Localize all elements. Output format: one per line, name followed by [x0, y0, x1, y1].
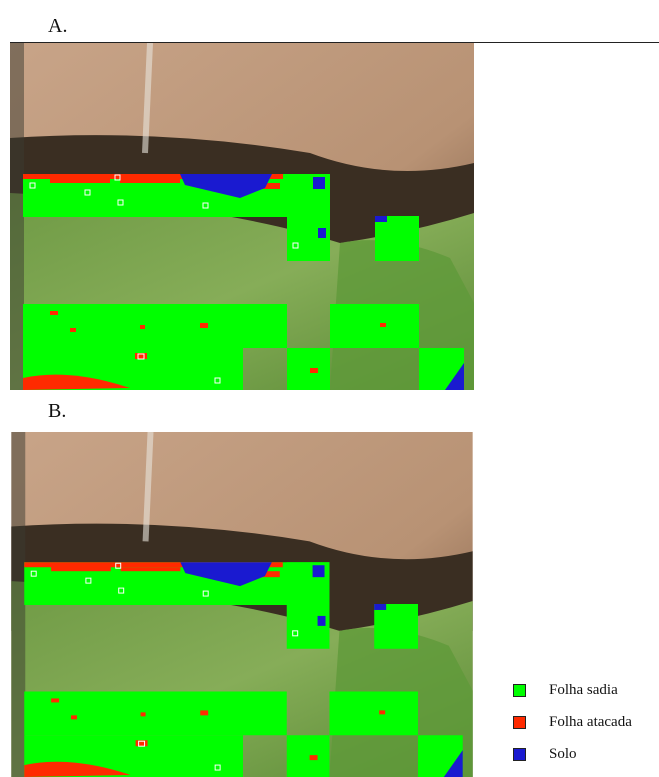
legend-entry: Solo [513, 746, 577, 763]
panel-label: B. [48, 400, 66, 423]
legend-entry: Folha sadia [513, 682, 618, 699]
photo-b [10, 432, 474, 777]
legend-entry: Folha atacada [513, 714, 632, 731]
legend-label: Solo [549, 746, 577, 763]
legend-swatch [513, 748, 526, 761]
legend-label: Folha atacada [549, 714, 632, 731]
legend-swatch [513, 716, 526, 729]
figure: A. B. Folha sadia Folha atacada Solo [0, 0, 659, 777]
legend-label: Folha sadia [549, 682, 618, 699]
panel-label: A. [48, 15, 67, 38]
photo-a [10, 43, 474, 390]
legend-swatch [513, 684, 526, 697]
